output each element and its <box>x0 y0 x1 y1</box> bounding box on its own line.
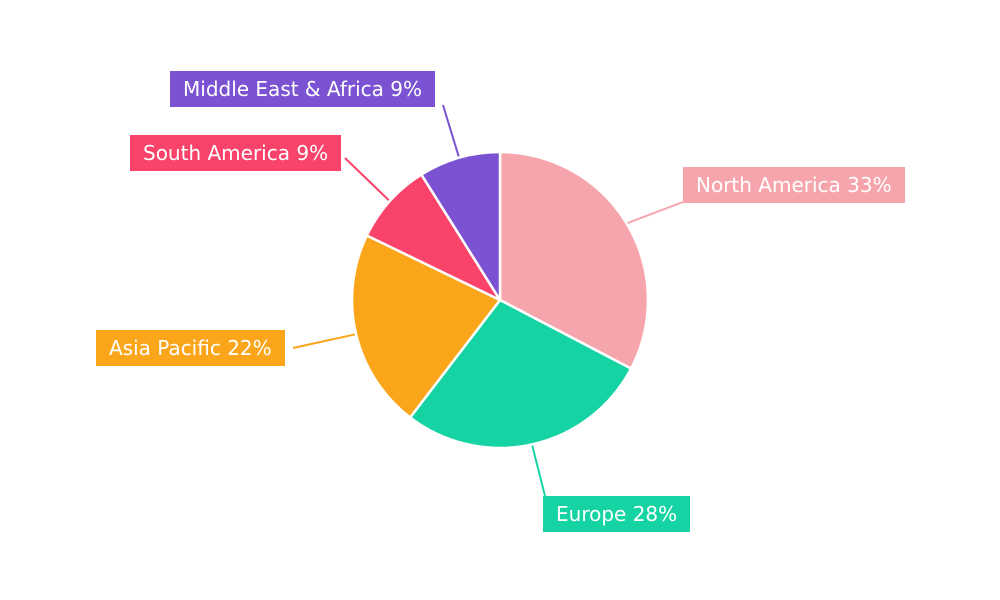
leader-line-north-america <box>626 201 684 225</box>
callout-label-south-america: South America 9% <box>130 135 342 171</box>
callout-label-asia-pacific: Asia Pacific 22% <box>96 330 285 366</box>
pie-slice-middle-east-africa <box>420 150 502 302</box>
pie-slice-asia-pacific <box>350 234 502 419</box>
leader-line-south-america <box>344 157 391 202</box>
pie-slice-europe <box>408 298 633 450</box>
pie-slice-north-america <box>498 150 650 370</box>
callout-label-middle-east-africa: Middle East & Africa 9% <box>170 71 436 107</box>
leader-line-europe <box>531 444 546 497</box>
callout-label-north-america: North America 33% <box>683 167 905 203</box>
pie-slice-south-america <box>365 173 502 302</box>
callout-label-europe: Europe 28% <box>543 496 691 532</box>
leader-line-middle-east-africa <box>442 104 461 159</box>
leader-line-asia-pacific <box>292 333 357 349</box>
